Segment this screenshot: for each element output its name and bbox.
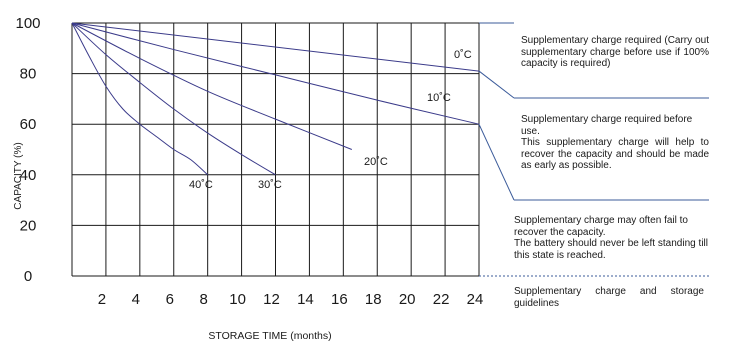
connector-10c [478, 123, 515, 201]
x-tick-label: 10 [229, 291, 246, 308]
note-connectors [478, 22, 709, 277]
curve-0 [71, 22, 480, 72]
y-tick-label: 40 [20, 167, 37, 184]
chart-grid [71, 22, 480, 277]
curve-1 [71, 22, 480, 125]
x-tick-label: 20 [399, 291, 416, 308]
curve-label-0: 0˚C [454, 49, 472, 61]
y-axis-ticks: 100 80 60 40 20 0 [15, 15, 40, 285]
note-10c-line1: Supplementary charge required before use… [521, 114, 693, 137]
x-tick-label: 12 [263, 291, 280, 308]
x-tick-label: 22 [433, 291, 450, 308]
note-0c-text: Supplementary charge required (Carry out… [521, 35, 709, 69]
curve-label-1: 10˚C [427, 92, 451, 104]
x-tick-label: 4 [132, 291, 140, 308]
note-below-region: Supplementary charge may often fail to r… [514, 215, 708, 261]
y-tick-label: 60 [20, 116, 37, 133]
curve-label-4: 40˚C [189, 179, 213, 191]
x-tick-label: 14 [297, 291, 314, 308]
y-tick-label: 20 [20, 217, 37, 234]
note-10c-line2: This supplementary charge will help to r… [521, 137, 709, 171]
y-tick-label: 0 [24, 268, 32, 285]
note-below-line2: The battery should never be left standin… [514, 238, 708, 261]
curve-4 [71, 22, 209, 176]
capacity-curves: 0˚C 10˚C 20˚C 30˚C 40˚C [71, 22, 480, 191]
curve-2 [71, 22, 352, 150]
y-tick-label: 100 [15, 15, 40, 32]
x-tick-label: 18 [365, 291, 382, 308]
x-tick-label: 6 [166, 291, 174, 308]
note-10c-region: Supplementary charge required before use… [521, 114, 709, 172]
connector-0c [478, 70, 515, 99]
x-tick-label: 8 [199, 291, 207, 308]
curve-3 [71, 22, 276, 176]
note-below-line1: Supplementary charge may often fail to r… [514, 215, 688, 238]
note-0c-region: Supplementary charge required (Carry out… [521, 35, 709, 70]
curve-label-3: 30˚C [258, 179, 282, 191]
x-tick-label: 24 [467, 291, 484, 308]
y-axis-label: CAPACITY (%) [13, 142, 24, 209]
x-tick-label: 16 [331, 291, 348, 308]
x-axis-ticks: 2 4 6 8 10 12 14 16 18 20 22 24 [98, 291, 484, 308]
curve-label-2: 20˚C [364, 156, 388, 168]
note-guidelines: Supplementary charge and storage guideli… [514, 286, 704, 309]
x-tick-label: 2 [98, 291, 106, 308]
note-guidelines-text: Supplementary charge and storage guideli… [514, 286, 704, 309]
y-tick-label: 80 [20, 66, 37, 83]
x-axis-label: STORAGE TIME (months) [208, 330, 331, 342]
